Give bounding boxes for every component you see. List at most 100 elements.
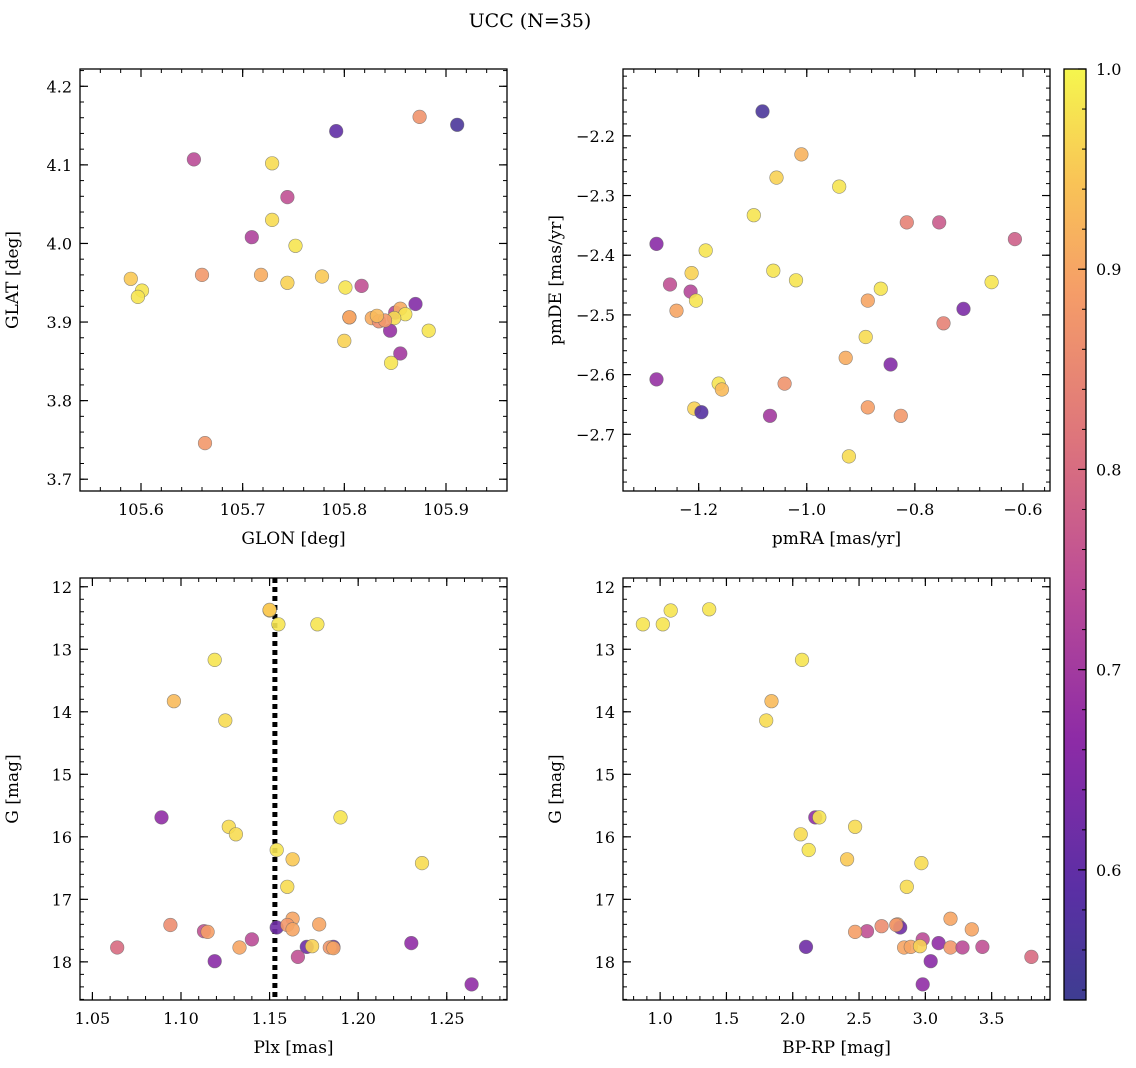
y-tick-label: 17 [595, 890, 615, 909]
data-point [337, 333, 352, 349]
data-point [798, 939, 814, 955]
data-point [244, 230, 259, 245]
data-point [759, 713, 774, 728]
x-tick-label: −1.0 [787, 500, 826, 519]
data-point [899, 879, 914, 894]
data-point [163, 917, 178, 933]
data-point [194, 267, 210, 283]
y-tick-label: −2.5 [576, 306, 615, 325]
x-tick-label: 1.20 [340, 1009, 376, 1028]
data-point [943, 911, 958, 926]
colorbar-tick-label: 0.8 [1096, 460, 1121, 479]
data-point [931, 935, 946, 951]
data-point [655, 617, 670, 632]
data-point [663, 603, 678, 618]
y-tick-label: 3.8 [47, 392, 72, 411]
data-point [312, 917, 327, 932]
data-point [932, 215, 947, 230]
data-point [838, 350, 853, 366]
data-point [228, 827, 243, 842]
data-point [369, 308, 385, 323]
data-point [421, 323, 436, 338]
plot-frame [622, 68, 1051, 492]
y-tick-label: 16 [52, 828, 72, 847]
data-point [333, 810, 348, 825]
x-axis-label: BP-RP [mag] [782, 1038, 891, 1058]
data-point [285, 922, 300, 937]
y-tick-label: −2.3 [576, 187, 615, 206]
x-tick-label: 2.5 [846, 1009, 871, 1028]
data-point [1007, 232, 1023, 247]
colorbar: 0.6 0.7 0.8 0.9 1.0 [1063, 60, 1121, 1001]
data-point [859, 924, 875, 939]
data-point [883, 357, 898, 372]
data-point [702, 602, 717, 617]
data-point [280, 275, 295, 290]
data-point [694, 405, 709, 420]
data-point [766, 263, 781, 278]
y-tick-label: 13 [595, 640, 615, 659]
data-point [788, 273, 804, 288]
data-point [915, 977, 930, 992]
data-point [684, 266, 699, 281]
data-point [207, 954, 222, 969]
figure-title: UCC (N=35) [469, 10, 592, 32]
y-axis-label: GLAT [deg] [3, 231, 23, 329]
x-tick-label: 1.25 [429, 1009, 465, 1028]
data-point [794, 652, 810, 668]
y-tick-label: 14 [52, 703, 72, 722]
plot-frame [622, 577, 1051, 1001]
y-tick-label: 12 [52, 578, 72, 597]
data-point [936, 316, 951, 331]
data-point [955, 940, 970, 955]
data-point [314, 269, 330, 284]
data-point [649, 372, 664, 387]
data-point [244, 932, 259, 947]
data-point [914, 855, 929, 871]
data-point [329, 124, 344, 139]
x-tick-label: −1.2 [679, 500, 718, 519]
data-point [893, 408, 908, 423]
data-point [110, 940, 125, 955]
data-point [265, 212, 280, 227]
data-point [698, 243, 713, 258]
y-tick-label: 18 [52, 953, 72, 972]
data-point [218, 713, 233, 728]
x-axis-label: Plx [mas] [253, 1038, 333, 1058]
x-tick-label: 105.7 [220, 500, 266, 519]
data-point [384, 355, 399, 371]
colorbar-tick-label: 1.0 [1096, 60, 1121, 79]
y-axis-label: G [mag] [3, 754, 23, 823]
x-tick-label: 105.6 [118, 500, 164, 519]
data-point [956, 301, 971, 317]
data-point [858, 329, 873, 345]
panel-glon-glat: 105.6 105.7 105.8 105.9 3.7 3.8 3.9 4.0 4.1 4.2 GL… [3, 68, 508, 549]
panel-bprp-g: 1.0 1.5 2.0 2.5 3.0 3.5 12 13 14 15 16 17 18 BP-RP [m… [546, 577, 1051, 1058]
colorbar-tick-label: 0.7 [1096, 661, 1121, 680]
data-point [943, 940, 958, 955]
y-tick-label: 3.9 [47, 313, 72, 332]
data-point [464, 977, 479, 992]
x-tick-label: 3.5 [979, 1009, 1004, 1028]
data-point [860, 400, 875, 415]
data-point [414, 855, 430, 871]
y-tick-label: 15 [595, 765, 615, 784]
y-tick-label: 17 [52, 890, 72, 909]
plot-frame [79, 68, 508, 492]
y-tick-label: −2.2 [576, 127, 615, 146]
data-point [777, 376, 792, 391]
data-point [873, 281, 888, 296]
data-point [801, 842, 816, 858]
panel-plx-g: 1.05 1.10 1.15 1.20 1.25 12 13 14 15 16 17 18 Plx [m… [3, 577, 508, 1058]
data-point [688, 293, 704, 308]
x-tick-label: 2.0 [780, 1009, 805, 1028]
data-point [841, 449, 857, 464]
y-axis-label: G [mag] [546, 754, 566, 823]
data-point [285, 852, 300, 867]
data-point [280, 879, 295, 894]
data-point [860, 293, 875, 308]
colorbar-gradient [1064, 69, 1086, 1000]
data-point [1024, 949, 1039, 965]
data-point [197, 436, 213, 451]
y-tick-label: 4.2 [47, 77, 72, 96]
